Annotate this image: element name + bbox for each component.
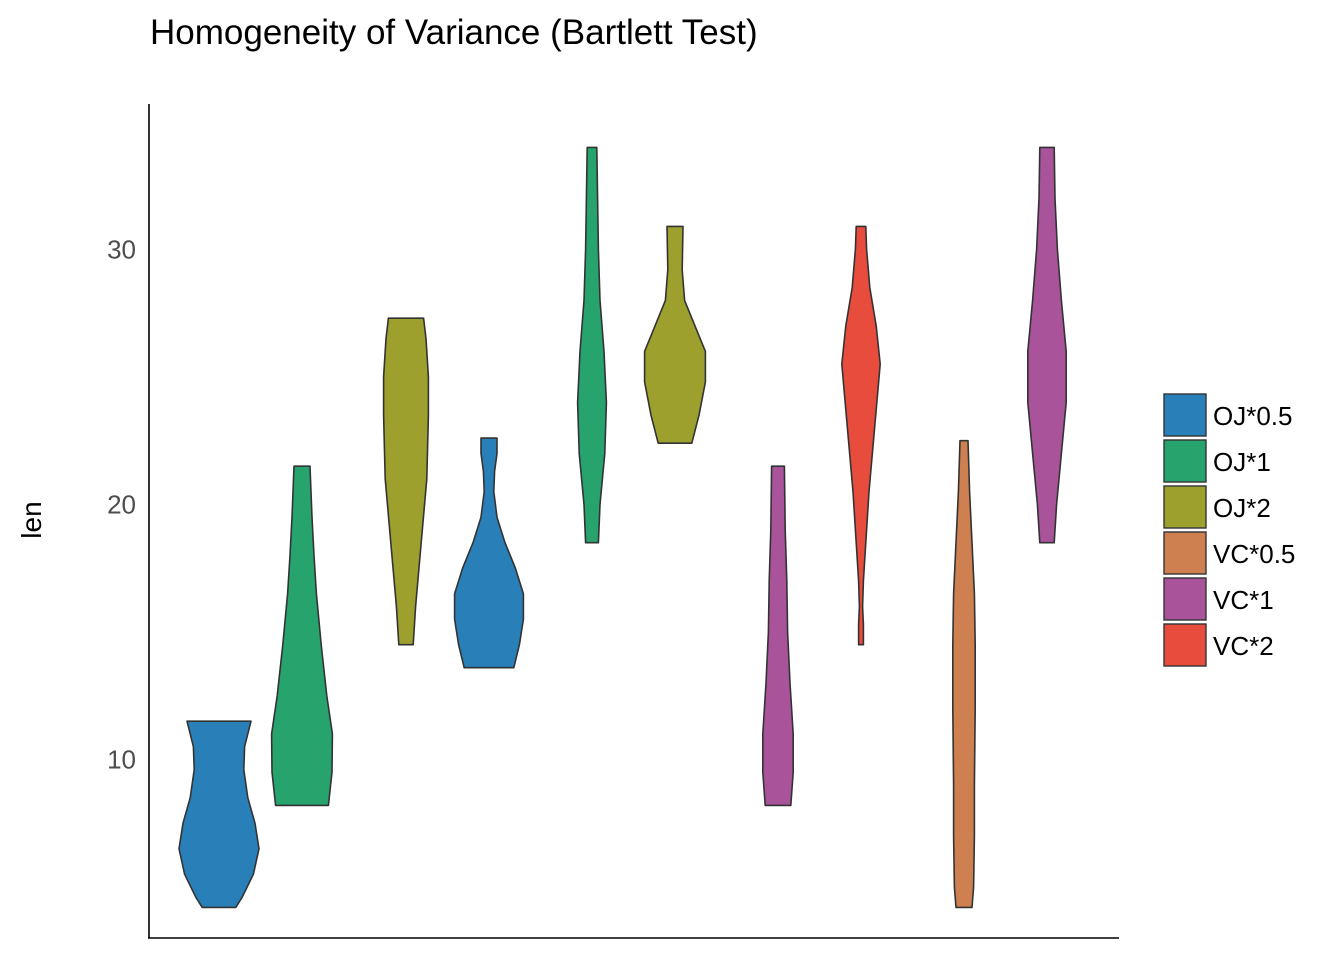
- violin-oj-0-5: [453, 437, 525, 669]
- legend-label: VC*0.5: [1213, 539, 1295, 569]
- legend: OJ*0.5 OJ*1 OJ*2 VC*0.5 VC*1 VC*2: [1163, 393, 1295, 667]
- violin-vc-1: [762, 465, 794, 807]
- legend-swatch: [1163, 577, 1207, 621]
- legend-swatch: [1163, 393, 1207, 437]
- legend-label: VC*1: [1213, 585, 1274, 615]
- y-axis-label: len: [16, 501, 47, 538]
- violin-vc-1: [1027, 146, 1067, 544]
- legend-label: OJ*0.5: [1213, 401, 1293, 431]
- legend-swatch: [1163, 531, 1207, 575]
- y-tick-label: 20: [107, 489, 136, 519]
- violin-oj-1: [270, 465, 334, 807]
- violin-oj-2: [382, 317, 430, 646]
- legend-label: OJ*2: [1213, 493, 1271, 523]
- legend-swatch: [1163, 485, 1207, 529]
- y-tick-label: 30: [107, 234, 136, 264]
- chart-title: Homogeneity of Variance (Bartlett Test): [150, 13, 758, 52]
- legend-label: VC*2: [1213, 631, 1274, 661]
- violins-layer: [178, 146, 1067, 909]
- legend-swatch: [1163, 439, 1207, 483]
- y-tick-label: 10: [107, 744, 136, 774]
- violin-vc-0-5: [952, 439, 976, 909]
- legend-swatch: [1163, 623, 1207, 667]
- violin-oj-2: [643, 225, 707, 444]
- violin-oj-1: [576, 146, 608, 544]
- violin-vc-2: [841, 225, 881, 646]
- legend-label: OJ*1: [1213, 447, 1271, 477]
- violin-oj-0-5: [178, 720, 260, 909]
- y-tick-labels: 10 20 30: [107, 234, 136, 774]
